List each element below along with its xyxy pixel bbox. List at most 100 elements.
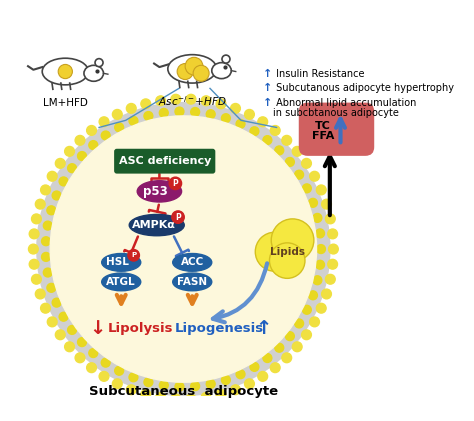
Circle shape (309, 198, 318, 207)
Circle shape (328, 244, 338, 254)
Circle shape (309, 291, 318, 300)
Circle shape (87, 363, 96, 373)
Circle shape (128, 250, 139, 261)
Circle shape (316, 229, 325, 238)
Circle shape (271, 219, 314, 261)
Circle shape (236, 120, 245, 128)
Text: HSL: HSL (106, 257, 129, 267)
Circle shape (322, 289, 331, 299)
Text: ASC deficiency: ASC deficiency (118, 156, 211, 166)
Circle shape (75, 136, 85, 145)
Text: Subcutaneous  adipocyte: Subcutaneous adipocyte (89, 385, 278, 397)
Circle shape (43, 221, 52, 230)
Circle shape (275, 146, 284, 155)
Circle shape (129, 373, 138, 382)
Circle shape (42, 253, 50, 261)
Ellipse shape (222, 55, 230, 63)
Circle shape (302, 184, 311, 193)
Circle shape (55, 330, 65, 340)
Text: p53: p53 (144, 185, 168, 198)
Circle shape (36, 199, 45, 209)
Circle shape (216, 99, 226, 109)
Circle shape (328, 229, 337, 239)
Text: FFA: FFA (311, 131, 334, 141)
Circle shape (316, 185, 326, 195)
Text: TC: TC (315, 121, 331, 131)
Ellipse shape (212, 63, 231, 79)
Circle shape (112, 109, 122, 119)
Circle shape (52, 298, 61, 307)
Text: ↑: ↑ (263, 98, 273, 108)
Circle shape (270, 243, 305, 278)
Circle shape (245, 379, 255, 389)
Text: Lipids: Lipids (270, 247, 305, 257)
Circle shape (186, 94, 196, 104)
Circle shape (310, 317, 319, 327)
Circle shape (89, 349, 98, 357)
Circle shape (191, 382, 200, 391)
Text: Insulin Resistance: Insulin Resistance (273, 69, 365, 79)
Ellipse shape (173, 273, 212, 291)
Ellipse shape (102, 253, 141, 271)
Ellipse shape (168, 55, 217, 83)
Circle shape (32, 274, 41, 284)
Circle shape (258, 371, 268, 381)
Circle shape (310, 171, 319, 181)
Circle shape (275, 343, 284, 352)
Circle shape (112, 379, 122, 389)
Circle shape (270, 363, 280, 373)
Text: ↓: ↓ (89, 320, 105, 338)
Circle shape (270, 125, 280, 135)
Circle shape (68, 164, 76, 173)
Circle shape (101, 358, 110, 367)
Circle shape (250, 127, 259, 136)
Circle shape (206, 379, 215, 388)
Circle shape (313, 213, 322, 222)
FancyBboxPatch shape (299, 103, 374, 156)
Circle shape (29, 229, 39, 239)
FancyBboxPatch shape (114, 149, 215, 173)
Circle shape (52, 191, 61, 200)
Circle shape (50, 116, 317, 382)
Circle shape (316, 260, 325, 269)
Circle shape (328, 259, 337, 269)
Circle shape (201, 96, 211, 106)
Circle shape (159, 109, 168, 117)
Circle shape (292, 147, 302, 156)
Circle shape (101, 131, 110, 140)
Ellipse shape (137, 181, 182, 202)
Circle shape (172, 211, 184, 223)
Text: Lipolysis: Lipolysis (108, 322, 173, 336)
Circle shape (99, 371, 109, 381)
Text: ATGL: ATGL (107, 277, 136, 287)
Ellipse shape (42, 58, 88, 85)
Text: ↑: ↑ (255, 320, 272, 338)
Circle shape (129, 116, 138, 125)
Circle shape (302, 305, 311, 314)
Text: P: P (131, 252, 136, 258)
Circle shape (156, 96, 165, 106)
Circle shape (326, 274, 335, 284)
Text: $Asc^{-/-}$+HFD: $Asc^{-/-}$+HFD (158, 94, 227, 108)
Ellipse shape (84, 65, 103, 81)
Circle shape (191, 107, 200, 117)
Circle shape (193, 65, 209, 81)
Circle shape (285, 157, 294, 166)
Circle shape (87, 125, 96, 135)
Circle shape (171, 94, 181, 104)
Circle shape (58, 64, 73, 79)
Ellipse shape (102, 273, 141, 291)
Circle shape (301, 158, 311, 168)
Circle shape (186, 394, 196, 404)
Circle shape (175, 107, 184, 116)
Text: ↑: ↑ (263, 69, 273, 79)
Circle shape (115, 366, 124, 375)
Circle shape (263, 354, 272, 362)
Circle shape (236, 370, 245, 378)
Circle shape (282, 353, 292, 362)
Circle shape (258, 117, 268, 127)
Text: Abnormal lipid accumulation: Abnormal lipid accumulation (273, 98, 416, 108)
Circle shape (37, 103, 330, 396)
Circle shape (230, 104, 240, 113)
Text: P: P (173, 179, 178, 188)
